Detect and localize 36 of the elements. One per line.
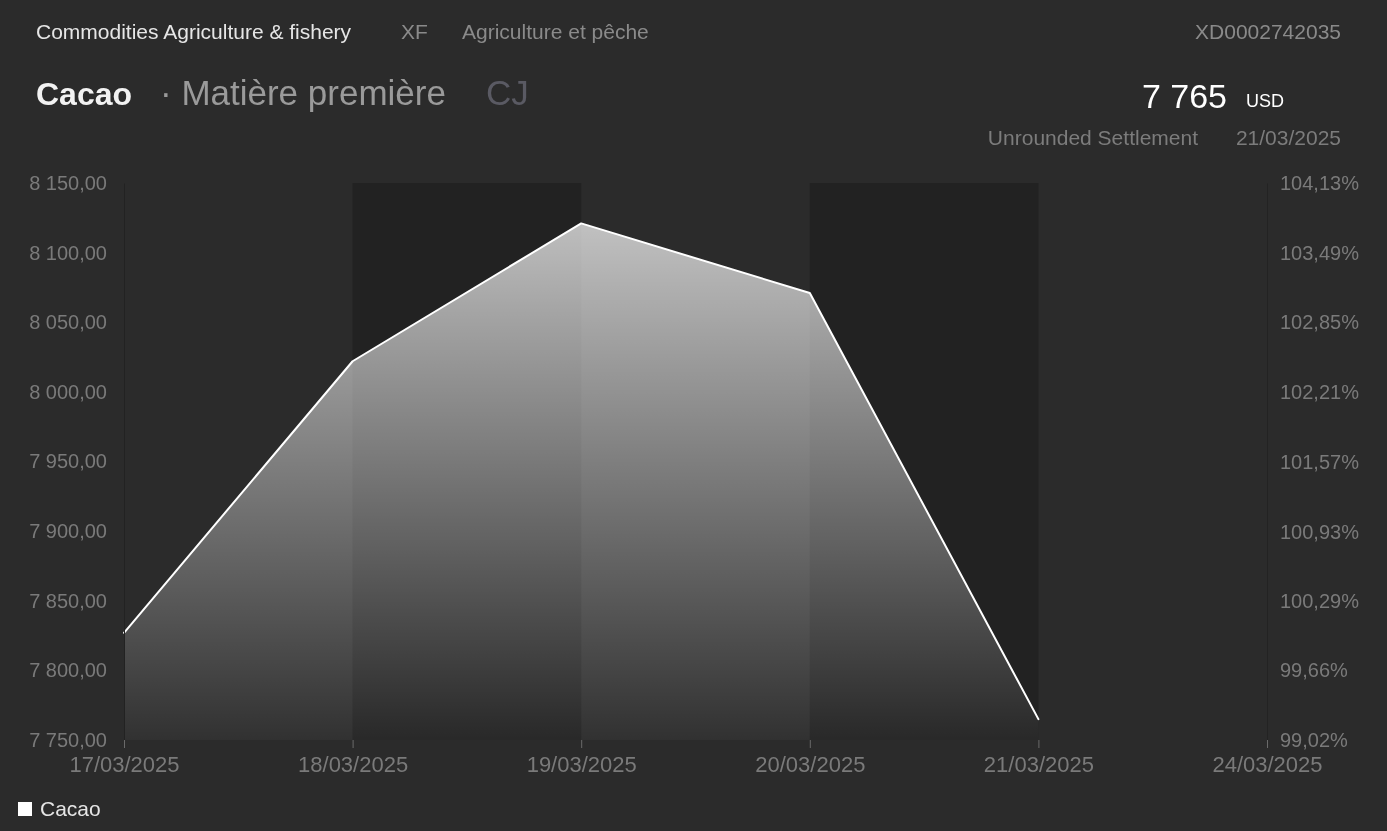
x-tick-label: 21/03/2025 bbox=[983, 751, 1094, 777]
text: 7 765 bbox=[1141, 77, 1227, 115]
y-tick-label: 7 800,00 bbox=[29, 659, 107, 682]
text: XD0002742035 bbox=[1195, 20, 1341, 43]
y2-tick-label: 102,85% bbox=[1280, 311, 1360, 334]
chart-title: Cacao bbox=[36, 76, 133, 112]
y-tick-label: 8 100,00 bbox=[29, 241, 107, 264]
x-tick-label: 17/03/2025 bbox=[69, 751, 180, 777]
text: 21/03/2025 bbox=[1235, 126, 1341, 149]
y2-tick-label: 104,13% bbox=[1280, 171, 1360, 194]
text: XF bbox=[401, 20, 428, 43]
y-tick-label: 7 900,00 bbox=[29, 520, 107, 543]
y-tick-label: 8 000,00 bbox=[29, 380, 107, 403]
text: USD bbox=[1246, 91, 1285, 111]
y2-tick-label: 102,21% bbox=[1280, 381, 1360, 404]
y-tick-label: 7 950,00 bbox=[29, 450, 107, 473]
x-tick-label: 20/03/2025 bbox=[755, 751, 866, 777]
y2-tick-label: 99,66% bbox=[1280, 659, 1349, 682]
chart-subtitle: · Matière première bbox=[160, 73, 446, 112]
y2-tick-label: 100,29% bbox=[1280, 590, 1360, 613]
y-tick-label: 8 150,00 bbox=[29, 171, 107, 194]
text: Commodities Agriculture & fishery bbox=[36, 20, 352, 43]
y2-tick-label: 103,49% bbox=[1280, 241, 1360, 264]
y2-tick-label: 99,02% bbox=[1280, 728, 1349, 751]
text: Agriculture et pêche bbox=[462, 20, 649, 43]
text: CJ bbox=[486, 73, 529, 112]
x-tick-label: 24/03/2025 bbox=[1212, 751, 1323, 777]
legend-label: Cacao bbox=[40, 797, 101, 820]
text: Unrounded Settlement bbox=[987, 126, 1199, 149]
y2-tick-label: 101,57% bbox=[1280, 450, 1360, 473]
y-tick-label: 7 850,00 bbox=[29, 589, 107, 612]
y2-tick-label: 100,93% bbox=[1280, 520, 1360, 543]
y-tick-label: 8 050,00 bbox=[29, 311, 107, 334]
x-tick-label: 18/03/2025 bbox=[298, 751, 409, 777]
x-tick-label: 19/03/2025 bbox=[526, 751, 637, 777]
y-tick-label: 7 750,00 bbox=[29, 728, 107, 751]
